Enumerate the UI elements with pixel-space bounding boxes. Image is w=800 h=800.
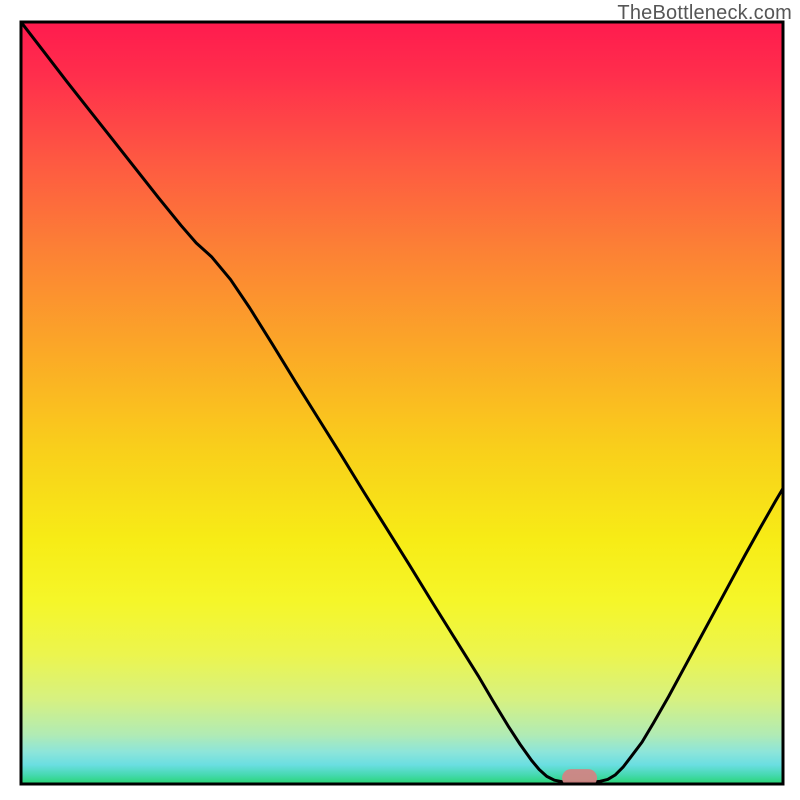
chart-svg	[0, 0, 800, 800]
chart-background	[21, 22, 783, 784]
chart-container: TheBottleneck.com	[0, 0, 800, 800]
